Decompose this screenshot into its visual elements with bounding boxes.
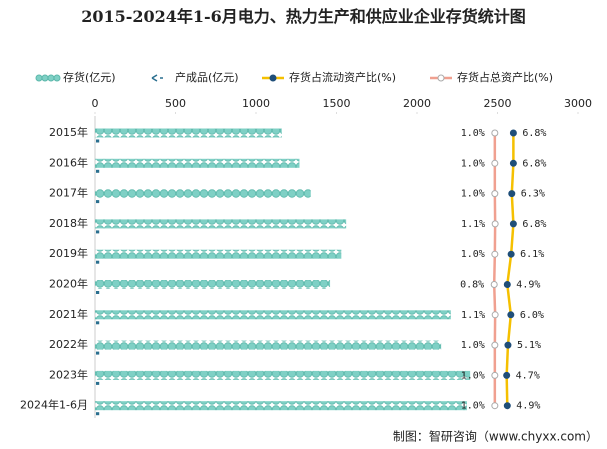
line-marker: [509, 220, 517, 228]
data-label: 6.1%: [520, 249, 544, 260]
bar: [96, 139, 100, 143]
legend-item: 存货占总资产比(%): [430, 70, 553, 84]
bar: [95, 189, 311, 199]
line-marker: [491, 311, 499, 319]
bar: [95, 219, 347, 229]
line-marker: [491, 129, 499, 137]
line-marker: [491, 341, 499, 349]
bar: [95, 128, 282, 138]
line-marker: [491, 159, 499, 167]
line-marker: [504, 341, 512, 349]
bar: [96, 291, 100, 294]
data-label: 1.0%: [461, 158, 485, 169]
line-marker: [490, 281, 498, 288]
legend-item: 存货(亿元): [35, 70, 116, 84]
x-tick-label: 1000: [242, 97, 270, 110]
x-tick-label: 2500: [484, 97, 512, 110]
source: 制图：智研咨询（www.chyxx.com）: [393, 429, 598, 444]
data-label: 4.7%: [516, 370, 540, 381]
line-marker: [507, 250, 515, 258]
bar: [95, 340, 442, 350]
line: [492, 133, 497, 406]
x-tick-label: 0: [92, 97, 99, 110]
line-marker: [491, 402, 499, 410]
bar: [95, 249, 342, 259]
x-tick-label: 2000: [403, 97, 431, 110]
y-tick-label: 2022年: [49, 337, 88, 351]
line-marker: [491, 250, 499, 258]
bar: [95, 401, 467, 411]
legend-label: 存货占流动资产比(%): [289, 70, 396, 84]
legend-icon: [437, 74, 445, 82]
line-marker: [509, 159, 517, 167]
x-tick-label: 1500: [323, 97, 351, 110]
data-label: 1.0%: [461, 340, 485, 351]
x-tick-label: 500: [165, 97, 186, 110]
legend-icon: [35, 74, 43, 82]
legend-icon: [269, 74, 277, 82]
bar: [96, 230, 100, 234]
data-label: 6.8%: [522, 219, 546, 230]
y-tick-label: 2020年: [49, 277, 88, 291]
data-label: 0.8%: [460, 280, 484, 291]
y-tick-label: 2024年1-6月: [20, 398, 88, 412]
bar: [95, 370, 471, 380]
bar: [96, 381, 100, 385]
data-label: 6.0%: [520, 310, 544, 321]
line-marker: [503, 281, 511, 288]
y-tick-label: 2015年: [49, 125, 88, 139]
bar: [95, 158, 300, 168]
data-label: 6.3%: [521, 189, 545, 200]
line-marker: [508, 190, 516, 198]
data-label: 1.0%: [461, 249, 485, 260]
data-label: 1.0%: [461, 189, 485, 200]
legend-label: 存货占总资产比(%): [457, 70, 553, 84]
line-marker: [491, 190, 499, 198]
line-marker: [507, 311, 515, 319]
legend-icon: [53, 74, 61, 82]
bar: [95, 310, 451, 320]
line: [505, 133, 515, 406]
line-marker: [503, 402, 511, 410]
data-label: 6.8%: [522, 158, 546, 169]
bar: [96, 412, 100, 416]
legend-icon: [47, 74, 55, 82]
data-label: 4.9%: [516, 280, 540, 291]
bar: [96, 169, 100, 173]
legend-item: 产成品(亿元): [151, 70, 239, 84]
data-label: 1.0%: [461, 128, 485, 139]
y-tick-label: 2021年: [49, 307, 88, 321]
chart-title: 2015-2024年1-6月电力、热力生产和供应业企业存货统计图: [81, 7, 526, 26]
y-tick-label: 2019年: [49, 246, 88, 260]
legend-label: 产成品(亿元): [175, 70, 239, 84]
data-label: 4.9%: [516, 401, 540, 412]
line-marker: [491, 220, 499, 228]
line-marker: [509, 129, 517, 137]
y-tick-label: 2018年: [49, 216, 88, 230]
bar: [96, 351, 100, 355]
bar: [96, 321, 100, 325]
y-tick-label: 2023年: [49, 367, 88, 381]
y-tick-label: 2017年: [49, 186, 88, 200]
x-tick-label: 3000: [564, 97, 592, 110]
data-label: 1.0%: [461, 370, 485, 381]
data-label: 1.1%: [461, 310, 485, 321]
line-marker: [491, 371, 499, 379]
legend-label: 存货(亿元): [63, 70, 116, 84]
data-label: 1.0%: [461, 401, 485, 412]
bar: [96, 200, 100, 204]
data-label: 1.1%: [461, 219, 485, 230]
legend-icon: [151, 74, 163, 82]
bar: [95, 280, 331, 289]
bar: [96, 260, 100, 264]
legend-icon: [41, 74, 49, 82]
line-marker: [503, 371, 511, 379]
legend-item: 存货占流动资产比(%): [262, 70, 396, 84]
data-label: 5.1%: [517, 340, 541, 351]
y-tick-label: 2016年: [49, 155, 88, 169]
data-label: 6.8%: [522, 128, 546, 139]
